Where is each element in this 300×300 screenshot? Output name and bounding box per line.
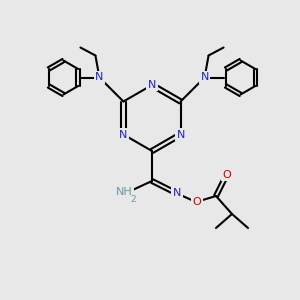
Text: O: O xyxy=(193,197,201,207)
Text: NH: NH xyxy=(116,187,132,197)
Text: 2: 2 xyxy=(130,194,136,203)
Text: O: O xyxy=(223,170,231,180)
Text: N: N xyxy=(176,130,185,140)
Text: N: N xyxy=(148,80,156,90)
Text: N: N xyxy=(173,188,181,198)
Text: N: N xyxy=(200,73,209,82)
Text: N: N xyxy=(95,73,103,82)
Text: N: N xyxy=(119,130,128,140)
